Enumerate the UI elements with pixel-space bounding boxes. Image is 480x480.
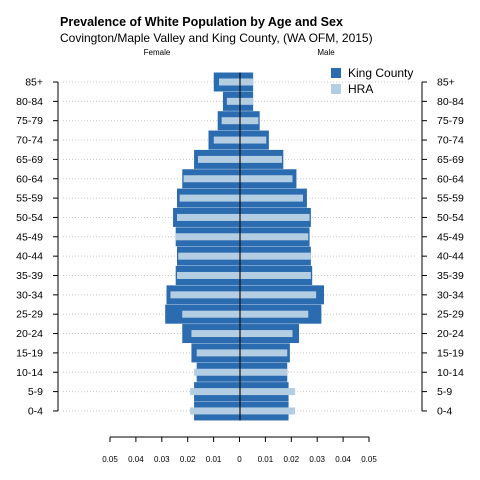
age-label-right: 70-74: [437, 135, 464, 147]
bar-hra: [190, 407, 296, 415]
age-label-right: 65-69: [437, 154, 464, 166]
age-label-left: 25-29: [16, 309, 43, 321]
age-label-right: 0-4: [437, 405, 452, 417]
age-label-right: 30-34: [437, 289, 464, 301]
chart-subtitle: Covington/Maple Valley and King County, …: [60, 31, 373, 45]
legend-swatch: [331, 68, 341, 78]
age-label-right: 25-29: [437, 309, 464, 321]
x-tick-label: 0.03: [154, 455, 170, 464]
age-label-left: 65-69: [16, 154, 43, 166]
x-tick-label: 0.01: [206, 455, 222, 464]
age-label-right: 85+: [437, 77, 455, 89]
legend-swatch: [331, 84, 341, 94]
chart-title: Prevalence of White Population by Age an…: [60, 15, 343, 29]
x-tick-label: 0.02: [284, 455, 300, 464]
bar-hra: [178, 252, 311, 260]
bar-hra: [194, 368, 288, 376]
age-label-left: 50-54: [16, 212, 43, 224]
x-tick-label: 0.02: [180, 455, 196, 464]
age-label-left: 70-74: [16, 135, 43, 147]
bar-hra: [190, 388, 296, 396]
age-label-left: 75-79: [16, 115, 43, 127]
female-side-label: Female: [144, 48, 171, 57]
x-tick-label: 0.04: [128, 455, 144, 464]
male-side-label: Male: [317, 48, 335, 57]
age-label-right: 75-79: [437, 115, 464, 127]
age-label-right: 45-49: [437, 231, 464, 243]
age-label-right: 80-84: [437, 96, 464, 108]
age-label-left: 30-34: [16, 289, 43, 301]
age-label-right: 60-64: [437, 173, 464, 185]
age-label-right: 35-39: [437, 270, 464, 282]
age-label-right: 5-9: [437, 386, 452, 398]
age-label-left: 35-39: [16, 270, 43, 282]
bar-hra: [219, 78, 254, 86]
bar-hra: [196, 349, 288, 357]
age-label-left: 10-14: [16, 367, 43, 379]
x-tick-label: 0.04: [335, 455, 351, 464]
age-label-left: 80-84: [16, 96, 43, 108]
bar-hra: [170, 291, 317, 299]
bar-hra: [179, 194, 303, 202]
age-label-left: 55-59: [16, 193, 43, 205]
bar-hra: [182, 310, 309, 318]
x-tick-label: 0.01: [258, 455, 274, 464]
legend-label: King County: [348, 66, 413, 80]
x-tick-label: 0.05: [361, 455, 377, 464]
age-label-right: 15-19: [437, 347, 464, 359]
age-label-right: 20-24: [437, 328, 464, 340]
age-label-left: 0-4: [28, 405, 43, 417]
bar-hra: [177, 272, 311, 279]
bar-hra: [191, 330, 293, 338]
age-label-left: 15-19: [16, 347, 43, 359]
age-label-right: 10-14: [437, 367, 464, 379]
age-label-left: 5-9: [28, 386, 43, 398]
age-label-left: 40-44: [16, 251, 43, 263]
legend: King County HRA: [331, 66, 413, 96]
x-tick-label: 0.03: [309, 455, 325, 464]
x-tick-label: 0: [237, 455, 242, 464]
age-label-right: 55-59: [437, 193, 464, 205]
bar-hra: [183, 175, 293, 183]
bars: [165, 72, 324, 421]
legend-label: HRA: [348, 82, 373, 96]
bar-hra: [175, 233, 309, 241]
age-label-left: 20-24: [16, 328, 43, 340]
age-label-right: 40-44: [437, 251, 464, 263]
axes: 0-4 5-9 10-14 15-19 20-24 25-29 30-34 35-39 40-4…: [16, 72, 464, 464]
x-tick-label: 0.05: [102, 455, 118, 464]
age-label-left: 85+: [25, 77, 43, 89]
age-label-left: 45-49: [16, 231, 43, 243]
age-label-right: 50-54: [437, 212, 464, 224]
age-label-left: 60-64: [16, 173, 43, 185]
bar-hra: [177, 213, 310, 221]
